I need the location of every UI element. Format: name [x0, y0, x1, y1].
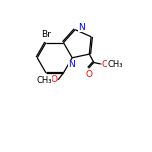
Text: N: N — [68, 60, 75, 69]
Text: O: O — [50, 75, 57, 84]
Text: O: O — [85, 70, 92, 79]
Text: CH₃: CH₃ — [107, 60, 123, 69]
Text: N: N — [78, 23, 85, 32]
Text: Br: Br — [41, 30, 51, 39]
Text: O: O — [102, 59, 109, 69]
Text: CH₃: CH₃ — [36, 76, 52, 85]
